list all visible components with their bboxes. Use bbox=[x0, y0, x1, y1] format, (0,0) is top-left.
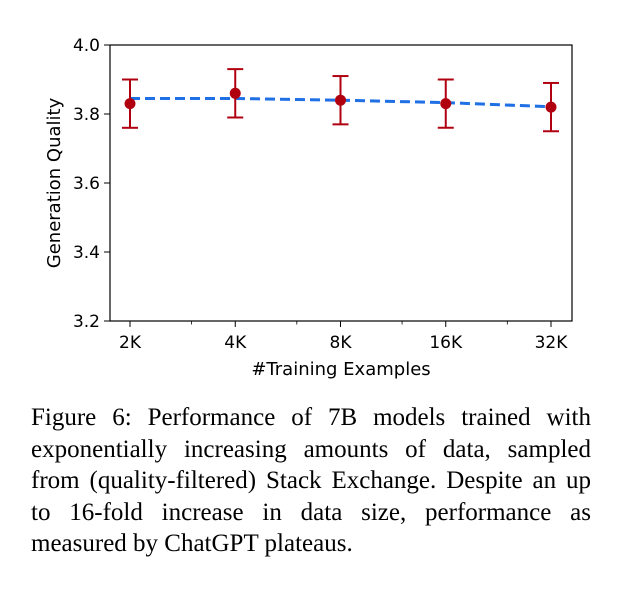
x-tick-label: 2K bbox=[119, 333, 142, 353]
chart-canvas: 3.2 3.4 3.6 3.8 4.0 2K 4K 8K 16K 32K Generation Q… bbox=[44, 36, 573, 380]
figure-caption: Figure 6: Performance of 7B models train… bbox=[31, 404, 591, 557]
data-point bbox=[335, 94, 346, 106]
x-tick-label: 32K bbox=[535, 333, 569, 353]
data-point bbox=[440, 98, 452, 110]
y-tick-label: 3.4 bbox=[73, 243, 100, 263]
data-point bbox=[229, 87, 241, 99]
series-layer bbox=[122, 68, 559, 133]
x-tick-label: 4K bbox=[224, 333, 247, 353]
y-tick-label: 3.2 bbox=[73, 312, 100, 332]
data-point bbox=[124, 98, 136, 110]
axes-layer: 3.2 3.4 3.6 3.8 4.0 2K 4K 8K 16K 32K bbox=[73, 36, 568, 353]
x-axis-label: #Training Examples bbox=[251, 359, 430, 380]
data-point bbox=[545, 101, 557, 113]
y-tick-label: 4.0 bbox=[73, 36, 100, 56]
x-tick-label: 16K bbox=[429, 333, 463, 353]
y-axis-label: Generation Quality bbox=[44, 97, 65, 268]
y-tick-label: 3.6 bbox=[73, 174, 100, 194]
y-tick-label: 3.8 bbox=[73, 105, 100, 125]
chart-figure: 3.2 3.4 3.6 3.8 4.0 2K 4K 8K 16K 32K Generation Q… bbox=[44, 36, 573, 380]
x-tick-label: 8K bbox=[330, 333, 353, 353]
